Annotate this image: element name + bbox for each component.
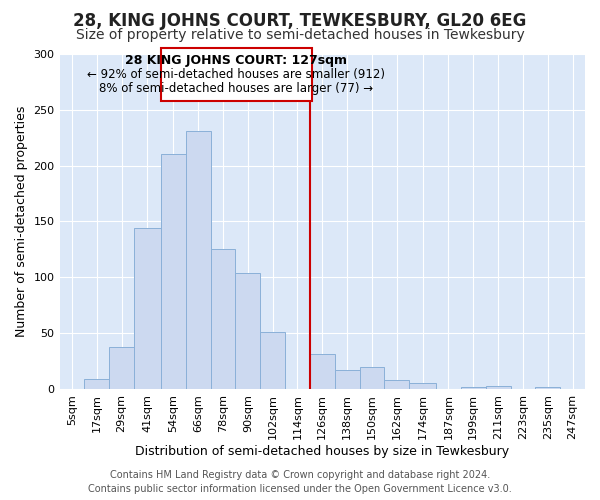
Text: 8% of semi-detached houses are larger (77) →: 8% of semi-detached houses are larger (7… — [100, 82, 373, 95]
Text: ← 92% of semi-detached houses are smaller (912): ← 92% of semi-detached houses are smalle… — [88, 68, 385, 82]
Text: 28, KING JOHNS COURT, TEWKESBURY, GL20 6EG: 28, KING JOHNS COURT, TEWKESBURY, GL20 6… — [73, 12, 527, 30]
Text: Contains HM Land Registry data © Crown copyright and database right 2024.
Contai: Contains HM Land Registry data © Crown c… — [88, 470, 512, 494]
Text: 28 KING JOHNS COURT: 127sqm: 28 KING JOHNS COURT: 127sqm — [125, 54, 347, 67]
Bar — [134, 228, 161, 389]
Bar — [310, 354, 335, 389]
Bar — [335, 370, 359, 389]
Y-axis label: Number of semi-detached properties: Number of semi-detached properties — [15, 106, 28, 337]
Bar — [359, 366, 385, 389]
Bar — [186, 131, 211, 389]
X-axis label: Distribution of semi-detached houses by size in Tewkesbury: Distribution of semi-detached houses by … — [135, 444, 509, 458]
Bar — [535, 386, 560, 389]
Bar — [85, 379, 109, 389]
Bar — [385, 380, 409, 389]
Bar — [461, 386, 486, 389]
Text: Size of property relative to semi-detached houses in Tewkesbury: Size of property relative to semi-detach… — [76, 28, 524, 42]
FancyBboxPatch shape — [161, 48, 312, 101]
Bar — [109, 346, 134, 389]
Bar — [235, 273, 260, 389]
Bar — [211, 250, 235, 389]
Bar — [161, 154, 186, 389]
Bar — [409, 384, 436, 389]
Bar — [260, 332, 285, 389]
Bar — [486, 386, 511, 389]
